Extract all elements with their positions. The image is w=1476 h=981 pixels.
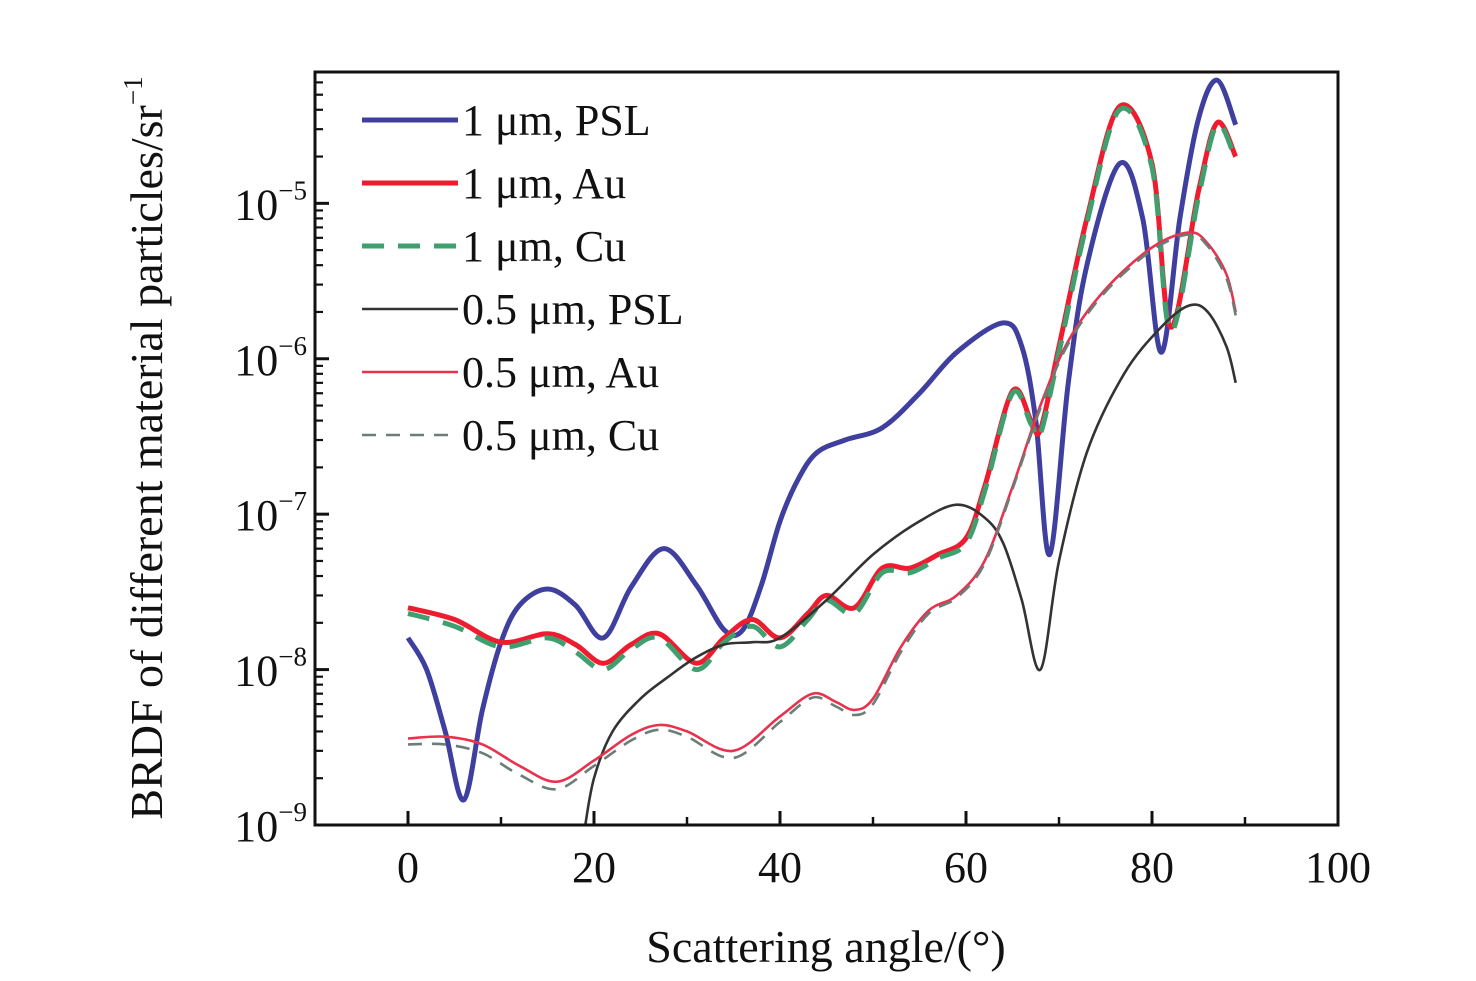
y-tick-exponent: −5 xyxy=(278,175,307,205)
y-tick-base: 10 xyxy=(234,491,278,540)
y-tick-label: 10−6 xyxy=(234,331,307,385)
y-tick-label: 10−7 xyxy=(234,486,307,540)
x-axis-label: Scattering angle/(°) xyxy=(646,921,1005,972)
x-tick-label: 0 xyxy=(397,843,419,892)
y-tick-exponent: −6 xyxy=(278,331,307,361)
legend-label-0-5-um-cu: 0.5 μm, Cu xyxy=(462,411,659,460)
y-tick-label: 10−9 xyxy=(234,797,307,851)
series-line-1-um-cu xyxy=(407,105,1238,673)
y-axis-label: BRDF of different material particles/sr−… xyxy=(118,76,172,819)
series-line-0-5-um-cu xyxy=(407,233,1237,791)
y-tick-base: 10 xyxy=(234,336,278,385)
y-tick-label: 10−5 xyxy=(234,175,307,229)
y-axis-label-main: BRDF of different material particles/sr xyxy=(121,105,172,820)
y-tick-exponent: −7 xyxy=(278,486,307,516)
series-layer xyxy=(405,77,1239,825)
y-tick-exponent: −8 xyxy=(278,642,307,672)
legend-label-0-5-um-psl: 0.5 μm, PSL xyxy=(462,285,684,334)
legend-label-1-um-au: 1 μm, Au xyxy=(462,159,626,208)
legend-label-1-um-psl: 1 μm, PSL xyxy=(462,96,651,145)
series-line-0-5-um-au xyxy=(407,231,1237,784)
series-line-0-5-um-psl xyxy=(583,303,1237,825)
y-tick-label: 10−8 xyxy=(234,642,307,696)
x-tick-label: 40 xyxy=(758,843,802,892)
legend: 1 μm, PSL 1 μm, Au 1 μm, Cu 0.5 μm, PSL 0.5 … xyxy=(362,96,684,460)
x-tick-label: 20 xyxy=(572,843,616,892)
legend-label-0-5-um-au: 0.5 μm, Au xyxy=(462,348,659,397)
series-line-1-um-psl xyxy=(405,77,1239,803)
x-axis-ticks: 0 20 40 60 80 100 xyxy=(313,811,1371,892)
x-tick-label: 80 xyxy=(1130,843,1174,892)
y-tick-base: 10 xyxy=(234,180,278,229)
y-axis-ticks: 10−910−810−710−610−5 xyxy=(234,70,329,851)
y-tick-exponent: −9 xyxy=(278,797,307,827)
y-tick-base: 10 xyxy=(234,647,278,696)
y-tick-base: 10 xyxy=(234,802,278,851)
legend-label-1-um-cu: 1 μm, Cu xyxy=(462,222,626,271)
plot-frame xyxy=(313,70,1340,827)
x-tick-label: 100 xyxy=(1305,843,1371,892)
y-axis-label-exponent: −1 xyxy=(118,76,148,105)
x-tick-label: 60 xyxy=(944,843,988,892)
